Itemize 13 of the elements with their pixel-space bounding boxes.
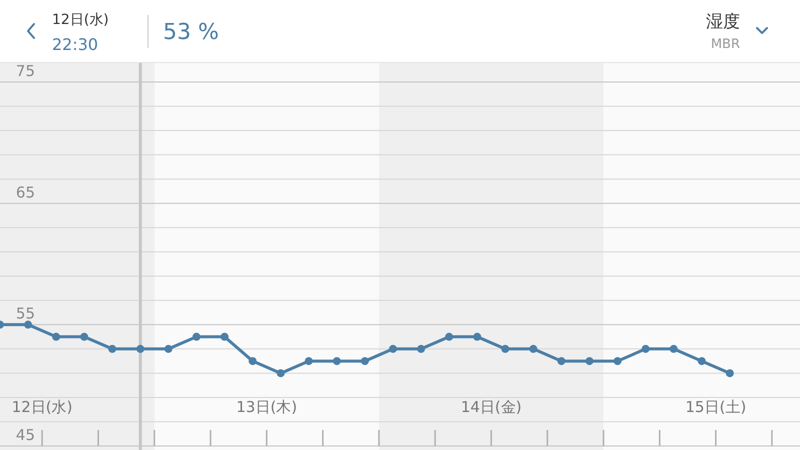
y-tick-label: 55 <box>16 304 35 323</box>
text: 53 % <box>163 20 219 45</box>
x-tick-label: 12日(水) <box>12 398 73 416</box>
x-tick-label: 14日(金) <box>460 398 522 416</box>
text: 12日(水) <box>52 12 109 28</box>
y-tick-label: 45 <box>16 426 35 444</box>
text: 22:30 <box>52 35 98 54</box>
y-tick-label: 75 <box>16 62 35 80</box>
chart-subtitle: MBR <box>710 37 740 52</box>
x-tick-label: 15日(土) <box>685 398 746 416</box>
y-tick-label: 65 <box>16 183 35 202</box>
chart-title: 湿度 <box>706 12 740 32</box>
x-tick-label: 13日(木) <box>236 398 298 416</box>
